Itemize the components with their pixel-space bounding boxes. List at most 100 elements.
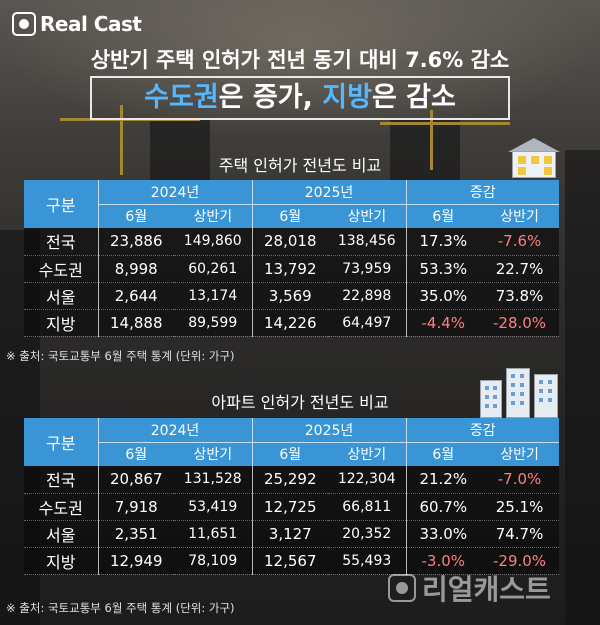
table-row: 지방 12,949 78,109 12,567 55,493 -3.0% -29… xyxy=(24,547,560,575)
col-header-change: 증감 xyxy=(406,418,560,443)
housing-permit-table: 구분 2024년 2025년 증감 6월 상반기 6월 상반기 6월 상반기 전… xyxy=(24,180,560,337)
col-header-2024: 2024년 xyxy=(98,418,253,443)
apartment-icon xyxy=(480,368,560,418)
row-label: 지방 xyxy=(24,309,99,337)
background-crane xyxy=(430,110,433,170)
table-cell: 2,644 xyxy=(98,282,174,310)
source-note: ※ 출처: 국토교통부 6월 주택 통계 (단위: 가구) xyxy=(6,349,235,363)
col-header-june: 6월 xyxy=(406,204,481,228)
col-header-june: 6월 xyxy=(98,204,174,228)
table-cell: 13,792 xyxy=(252,255,329,283)
background-building xyxy=(390,120,460,180)
table-cell: 20,352 xyxy=(328,520,407,548)
source-note: ※ 출처: 국토교통부 6월 주택 통계 (단위: 가구) xyxy=(6,601,235,615)
change-cell: 33.0% xyxy=(406,520,481,548)
background-building xyxy=(150,118,210,188)
table-cell: 12,949 xyxy=(98,547,174,575)
table-cell: 66,811 xyxy=(328,493,407,521)
table-cell: 2,351 xyxy=(98,520,174,548)
col-header-june: 6월 xyxy=(252,204,329,228)
change-cell: -28.0% xyxy=(480,309,560,337)
table-cell: 22,898 xyxy=(328,282,407,310)
row-label: 수도권 xyxy=(24,493,99,521)
col-header-june: 6월 xyxy=(406,442,481,466)
table-row: 수도권 7,918 53,419 12,725 66,811 60.7% 25.… xyxy=(24,493,560,521)
table-cell: 149,860 xyxy=(174,228,253,256)
col-header-2025: 2025년 xyxy=(252,418,407,443)
background-building xyxy=(565,150,600,625)
house-icon xyxy=(508,138,560,178)
change-cell: -3.0% xyxy=(406,547,481,575)
col-header-half: 상반기 xyxy=(480,204,560,228)
table-cell: 60,261 xyxy=(174,255,253,283)
row-label: 수도권 xyxy=(24,255,99,283)
col-header-half: 상반기 xyxy=(480,442,560,466)
change-cell: 17.3% xyxy=(406,228,481,256)
sub-headline-part: 은 증가, xyxy=(218,82,323,113)
change-cell: -7.0% xyxy=(480,466,560,494)
change-cell: 35.0% xyxy=(406,282,481,310)
table-cell: 73,959 xyxy=(328,255,407,283)
col-header-change: 증감 xyxy=(406,180,560,205)
col-header-half: 상반기 xyxy=(328,442,407,466)
logo-icon xyxy=(12,12,36,36)
sub-headline-box: 수도권은 증가, 지방은 감소 xyxy=(90,76,510,120)
table-cell: 14,226 xyxy=(252,309,329,337)
change-cell: -4.4% xyxy=(406,309,481,337)
table-cell: 8,998 xyxy=(98,255,174,283)
table-cell: 12,567 xyxy=(252,547,329,575)
table-cell: 3,569 xyxy=(252,282,329,310)
table-cell: 13,174 xyxy=(174,282,253,310)
table-cell: 89,599 xyxy=(174,309,253,337)
row-label: 지방 xyxy=(24,547,99,575)
table-row: 지방 14,888 89,599 14,226 64,497 -4.4% -28… xyxy=(24,309,560,337)
table-cell: 20,867 xyxy=(98,466,174,494)
logo-text: Real Cast xyxy=(40,12,142,36)
sub-headline-part: 지방 xyxy=(322,82,372,113)
background-crane xyxy=(120,105,123,175)
apartment-permit-table: 구분 2024년 2025년 증감 6월 상반기 6월 상반기 6월 상반기 전… xyxy=(24,418,560,575)
row-label: 서울 xyxy=(24,520,99,548)
background-sky xyxy=(0,0,600,140)
table-row: 서울 2,351 11,651 3,127 20,352 33.0% 74.7% xyxy=(24,520,560,548)
table-cell: 25,292 xyxy=(252,466,329,494)
col-header-june: 6월 xyxy=(98,442,174,466)
table-cell: 14,888 xyxy=(98,309,174,337)
table-cell: 28,018 xyxy=(252,228,329,256)
table-cell: 23,886 xyxy=(98,228,174,256)
sub-headline-part: 은 감소 xyxy=(371,82,456,113)
table-cell: 53,419 xyxy=(174,493,253,521)
table-cell: 3,127 xyxy=(252,520,329,548)
table-row: 전국 23,886 149,860 28,018 138,456 17.3% -… xyxy=(24,228,560,256)
change-cell: 21.2% xyxy=(406,466,481,494)
table-cell: 64,497 xyxy=(328,309,407,337)
table-cell: 12,725 xyxy=(252,493,329,521)
change-cell: 22.7% xyxy=(480,255,560,283)
watermark-text: 리얼캐스트 xyxy=(422,573,551,606)
change-cell: -7.6% xyxy=(480,228,560,256)
table-cell: 11,651 xyxy=(174,520,253,548)
col-header-gubun: 구분 xyxy=(24,418,99,466)
brand-logo: Real Cast xyxy=(12,12,142,36)
change-cell: -29.0% xyxy=(480,547,560,575)
sub-headline-part: 수도권 xyxy=(144,82,219,113)
table-cell: 7,918 xyxy=(98,493,174,521)
col-header-2024: 2024년 xyxy=(98,180,253,205)
col-header-half: 상반기 xyxy=(174,442,253,466)
watermark-logo-icon xyxy=(388,574,416,602)
table-cell: 55,493 xyxy=(328,547,407,575)
col-header-june: 6월 xyxy=(252,442,329,466)
table-cell: 138,456 xyxy=(328,228,407,256)
apartment-table-title: 아파트 인허가 전년도 비교 xyxy=(211,393,389,412)
table-row: 전국 20,867 131,528 25,292 122,304 21.2% -… xyxy=(24,466,560,494)
change-cell: 73.8% xyxy=(480,282,560,310)
col-header-gubun: 구분 xyxy=(24,180,99,228)
change-cell: 74.7% xyxy=(480,520,560,548)
table-cell: 122,304 xyxy=(328,466,407,494)
col-header-half: 상반기 xyxy=(174,204,253,228)
col-header-half: 상반기 xyxy=(328,204,407,228)
row-label: 서울 xyxy=(24,282,99,310)
row-label: 전국 xyxy=(24,466,99,494)
change-cell: 25.1% xyxy=(480,493,560,521)
col-header-2025: 2025년 xyxy=(252,180,407,205)
